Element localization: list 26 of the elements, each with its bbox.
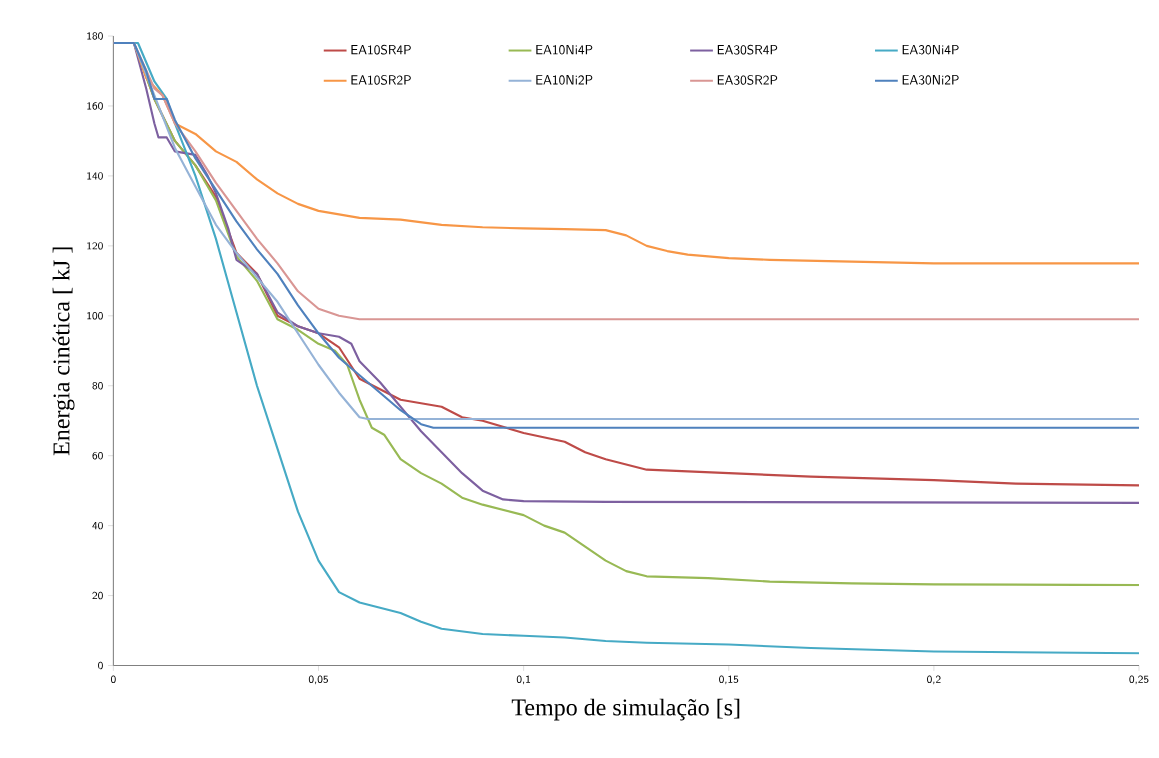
x-tick-label: 0,25	[1129, 675, 1149, 685]
legend-label: EA10Ni4P	[536, 45, 593, 55]
legend-label: EA10SR4P	[351, 44, 411, 55]
y-tick-label: 60	[92, 452, 103, 460]
y-tick-label: 160	[87, 102, 103, 110]
y-tick-label: 180	[87, 32, 103, 40]
x-tick-label: 0	[110, 675, 116, 684]
legend-label: EA10Ni2P	[536, 75, 593, 85]
y-tick-label: 120	[87, 242, 103, 250]
y-tick-label: 40	[92, 522, 103, 530]
legend-label: EA30Ni2P	[902, 75, 959, 85]
legend-label: EA30SR4P	[717, 44, 778, 55]
y-tick-label: 140	[87, 172, 103, 180]
x-tick-label: 0,15	[719, 675, 739, 685]
legend-label: EA10SR2P	[351, 75, 411, 86]
legend-label: EA30SR2P	[717, 75, 778, 86]
y-tick-label: 20	[92, 592, 103, 600]
x-tick-label: 0,2	[927, 675, 941, 685]
x-tick-label: 0,1	[516, 675, 531, 685]
y-axis-title: Energia cinética [ kJ ]	[52, 247, 75, 456]
x-tick-label: 0,05	[308, 675, 328, 685]
y-tick-label: 100	[87, 312, 103, 320]
x-axis-title: Tempo de simulação [s]	[511, 698, 740, 721]
y-tick-label: 0	[98, 662, 103, 670]
y-tick-label: 80	[92, 382, 103, 390]
legend-label: EA30Ni4P	[902, 45, 959, 55]
